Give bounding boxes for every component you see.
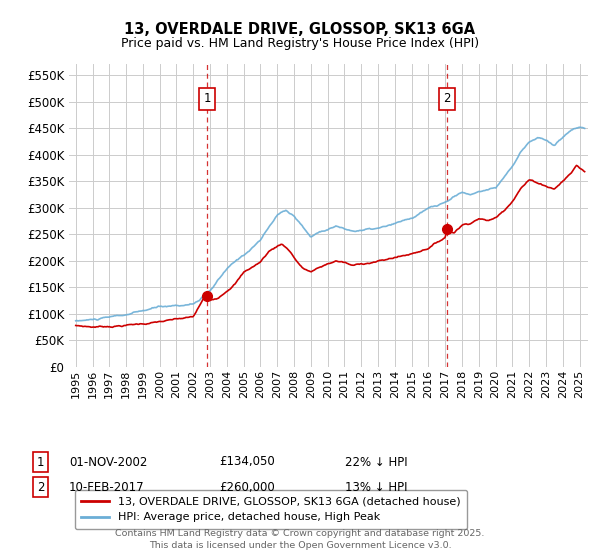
- Text: 01-NOV-2002: 01-NOV-2002: [69, 455, 148, 469]
- Text: 13, OVERDALE DRIVE, GLOSSOP, SK13 6GA: 13, OVERDALE DRIVE, GLOSSOP, SK13 6GA: [124, 22, 476, 38]
- Text: Contains HM Land Registry data © Crown copyright and database right 2025.
This d: Contains HM Land Registry data © Crown c…: [115, 529, 485, 550]
- Text: 2: 2: [443, 92, 451, 105]
- Text: 2: 2: [37, 480, 44, 494]
- Text: 1: 1: [203, 92, 211, 105]
- Text: 1: 1: [37, 455, 44, 469]
- Text: 10-FEB-2017: 10-FEB-2017: [69, 480, 145, 494]
- Text: £134,050: £134,050: [219, 455, 275, 469]
- Text: 13% ↓ HPI: 13% ↓ HPI: [345, 480, 407, 494]
- Text: Price paid vs. HM Land Registry's House Price Index (HPI): Price paid vs. HM Land Registry's House …: [121, 37, 479, 50]
- Text: 22% ↓ HPI: 22% ↓ HPI: [345, 455, 407, 469]
- Text: £260,000: £260,000: [219, 480, 275, 494]
- Legend: 13, OVERDALE DRIVE, GLOSSOP, SK13 6GA (detached house), HPI: Average price, deta: 13, OVERDALE DRIVE, GLOSSOP, SK13 6GA (d…: [74, 490, 467, 529]
